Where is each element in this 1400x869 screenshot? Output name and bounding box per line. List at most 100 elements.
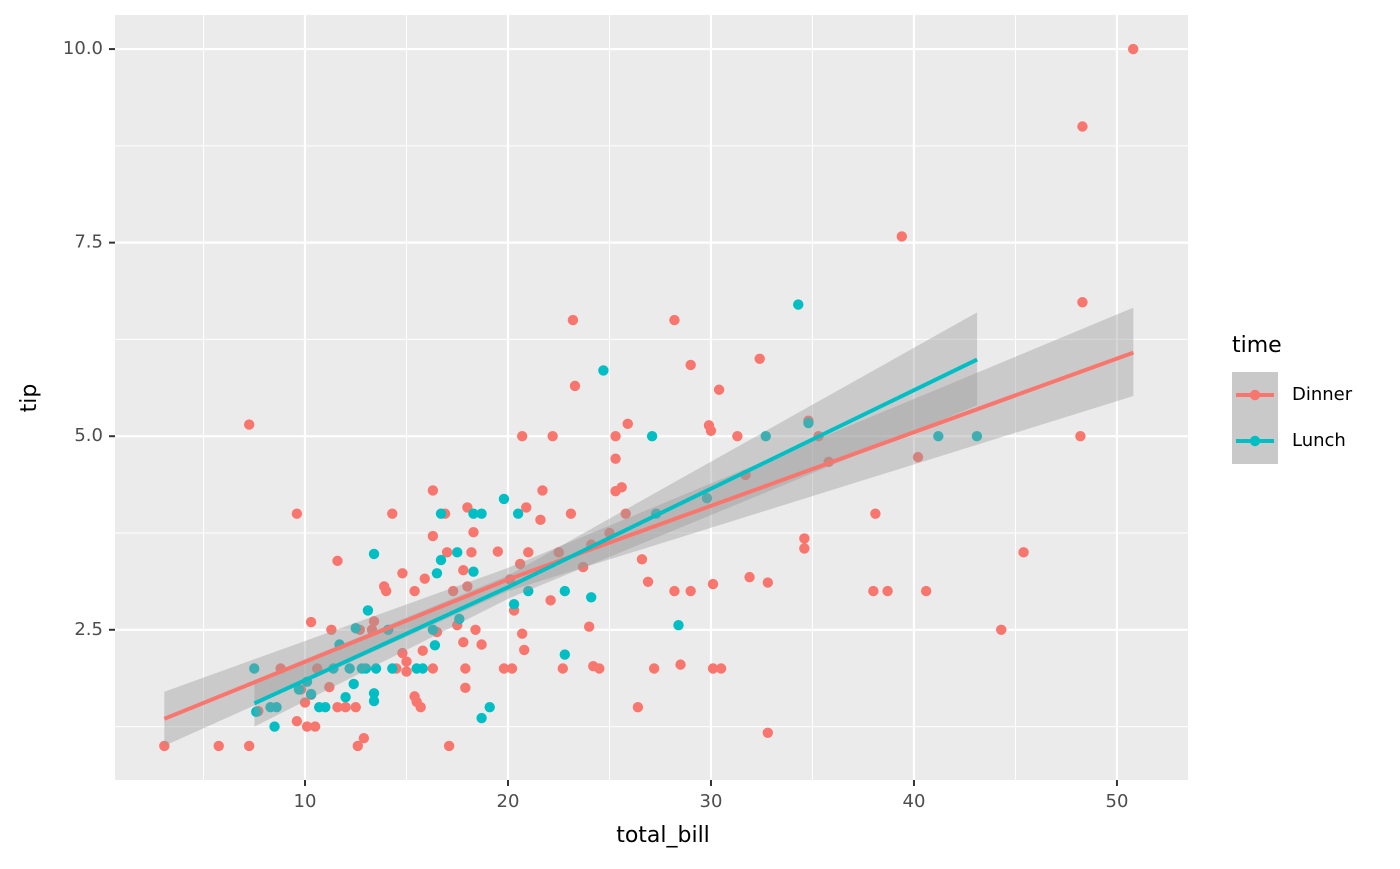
point [713,384,725,395]
point [243,419,255,430]
point [387,508,398,519]
point [799,543,810,554]
point [419,573,430,584]
point [299,697,311,708]
point [458,564,469,576]
confidence-band [254,312,978,727]
x-tick-label: 20 [497,791,520,812]
point [458,636,469,648]
legend-label: Lunch [1292,430,1346,451]
point [610,453,621,464]
point [516,628,528,639]
point [348,678,359,690]
point [799,533,810,544]
point [305,616,317,628]
point [762,727,774,738]
point [642,576,654,587]
point [362,605,374,616]
point [567,314,579,326]
point [468,508,479,519]
point [159,740,170,752]
point [468,527,479,538]
point [368,548,380,560]
point [583,621,595,632]
point [622,418,633,430]
point [427,530,439,542]
point [512,508,524,519]
point [401,666,412,677]
point [506,663,518,674]
point [920,585,932,597]
point [754,353,765,364]
point [1127,43,1139,55]
point [326,624,337,635]
point [565,508,577,519]
point [569,380,581,392]
point [249,663,260,674]
legend-title: time [1232,333,1282,358]
point [397,568,408,579]
point [516,431,528,442]
point [447,585,459,597]
point [352,740,363,752]
point [1075,431,1086,442]
point [547,431,558,442]
point [427,663,439,674]
y-tick-label: 2.5 [74,619,103,640]
point [514,558,526,570]
fit-line [253,357,978,706]
x-tick-label: 10 [294,791,317,812]
point [636,554,648,565]
legend-key-point [1249,389,1261,401]
point [332,702,343,713]
point [397,647,408,659]
point [537,485,548,496]
y-axis-title: tip [17,384,42,413]
point [460,682,471,694]
point [646,431,658,442]
point [466,547,477,558]
point [685,359,696,371]
point [368,688,380,699]
point [620,508,631,519]
point [293,684,305,695]
point [971,431,983,442]
point [616,482,627,493]
point [523,585,534,597]
point [409,585,420,597]
x-tick-label: 40 [903,791,926,812]
point [685,585,696,597]
point [498,663,510,674]
point [350,623,361,634]
point [732,431,743,442]
x-tick-label: 30 [700,791,723,812]
point [492,546,504,557]
point [435,554,447,566]
point [521,502,532,513]
point [648,663,660,674]
y-tick-label: 10.0 [63,38,103,59]
point [417,645,428,656]
point [243,740,255,752]
point [360,663,372,674]
y-tick-label: 5.0 [74,425,103,446]
point [707,578,719,590]
point [340,702,351,713]
point [508,599,520,610]
point [701,492,713,504]
point [454,613,465,625]
point [594,663,605,674]
point [370,663,382,674]
point [427,485,439,496]
point [523,547,534,558]
point [368,695,380,707]
point [557,663,568,674]
point [213,740,224,752]
point [460,663,471,674]
point [545,595,556,606]
point [271,702,282,713]
point [762,577,774,588]
point [586,592,597,603]
point [435,508,447,519]
